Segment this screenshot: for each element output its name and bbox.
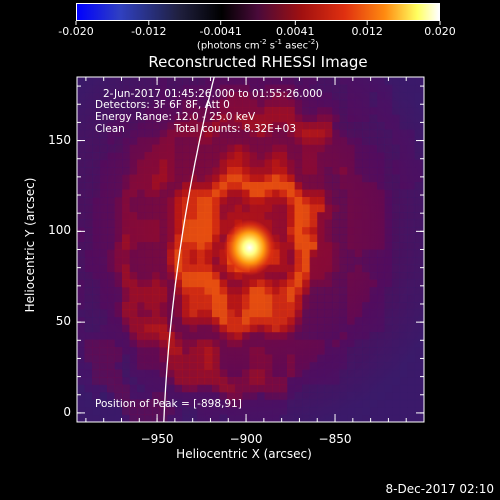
detectors-text: Detectors: 3F 6F 8F, Att 0 (95, 99, 230, 111)
colorbar-tick-label: 0.020 (424, 25, 456, 38)
colorbar-tick-label: 0.0041 (276, 25, 315, 38)
x-axis-label: Heliocentric X (arcsec) (176, 447, 312, 461)
x-tick-label: −900 (229, 432, 263, 446)
y-tick-label: 0 (63, 404, 71, 419)
peak-source (223, 219, 276, 276)
y-tick-label: 100 (48, 223, 71, 238)
total-counts-text: Total counts: 8.32E+03 (174, 123, 297, 135)
colorbar-units: (photons cm-2 s-1 asec-2) (196, 38, 320, 52)
colorbar-tick-label: -0.012 (131, 25, 167, 38)
colorbar-tick-label: -0.0041 (199, 25, 242, 38)
footer-date: 8-Dec-2017 02:10 (385, 482, 494, 496)
x-tick-label: −950 (140, 432, 174, 446)
clean-text: Clean (95, 123, 125, 135)
colorbar-tick-label: 0.012 (351, 25, 383, 38)
solar-limb-line (163, 77, 215, 422)
y-tick-label: 50 (55, 314, 71, 329)
y-tick-label: 150 (48, 132, 71, 147)
time-range-text: 2-Jun-2017 01:45:26.000 to 01:55:26.000 (103, 88, 323, 100)
colorbar-tick-label: -0.020 (58, 25, 94, 38)
axis-ticks (77, 77, 425, 422)
colorbar-ticks (75, 21, 441, 25)
image-title: Reconstructed RHESSI Image (148, 53, 368, 71)
colorbar (76, 3, 440, 21)
peak-position-text: Position of Peak = [-898,91] (95, 398, 242, 410)
y-axis-label: Heliocentric Y (arcsec) (23, 177, 37, 313)
x-tick-label: −850 (318, 432, 352, 446)
energy-range-text: Energy Range: 12.0 - 25.0 keV (95, 111, 256, 123)
heatmap-pixels (77, 77, 424, 422)
